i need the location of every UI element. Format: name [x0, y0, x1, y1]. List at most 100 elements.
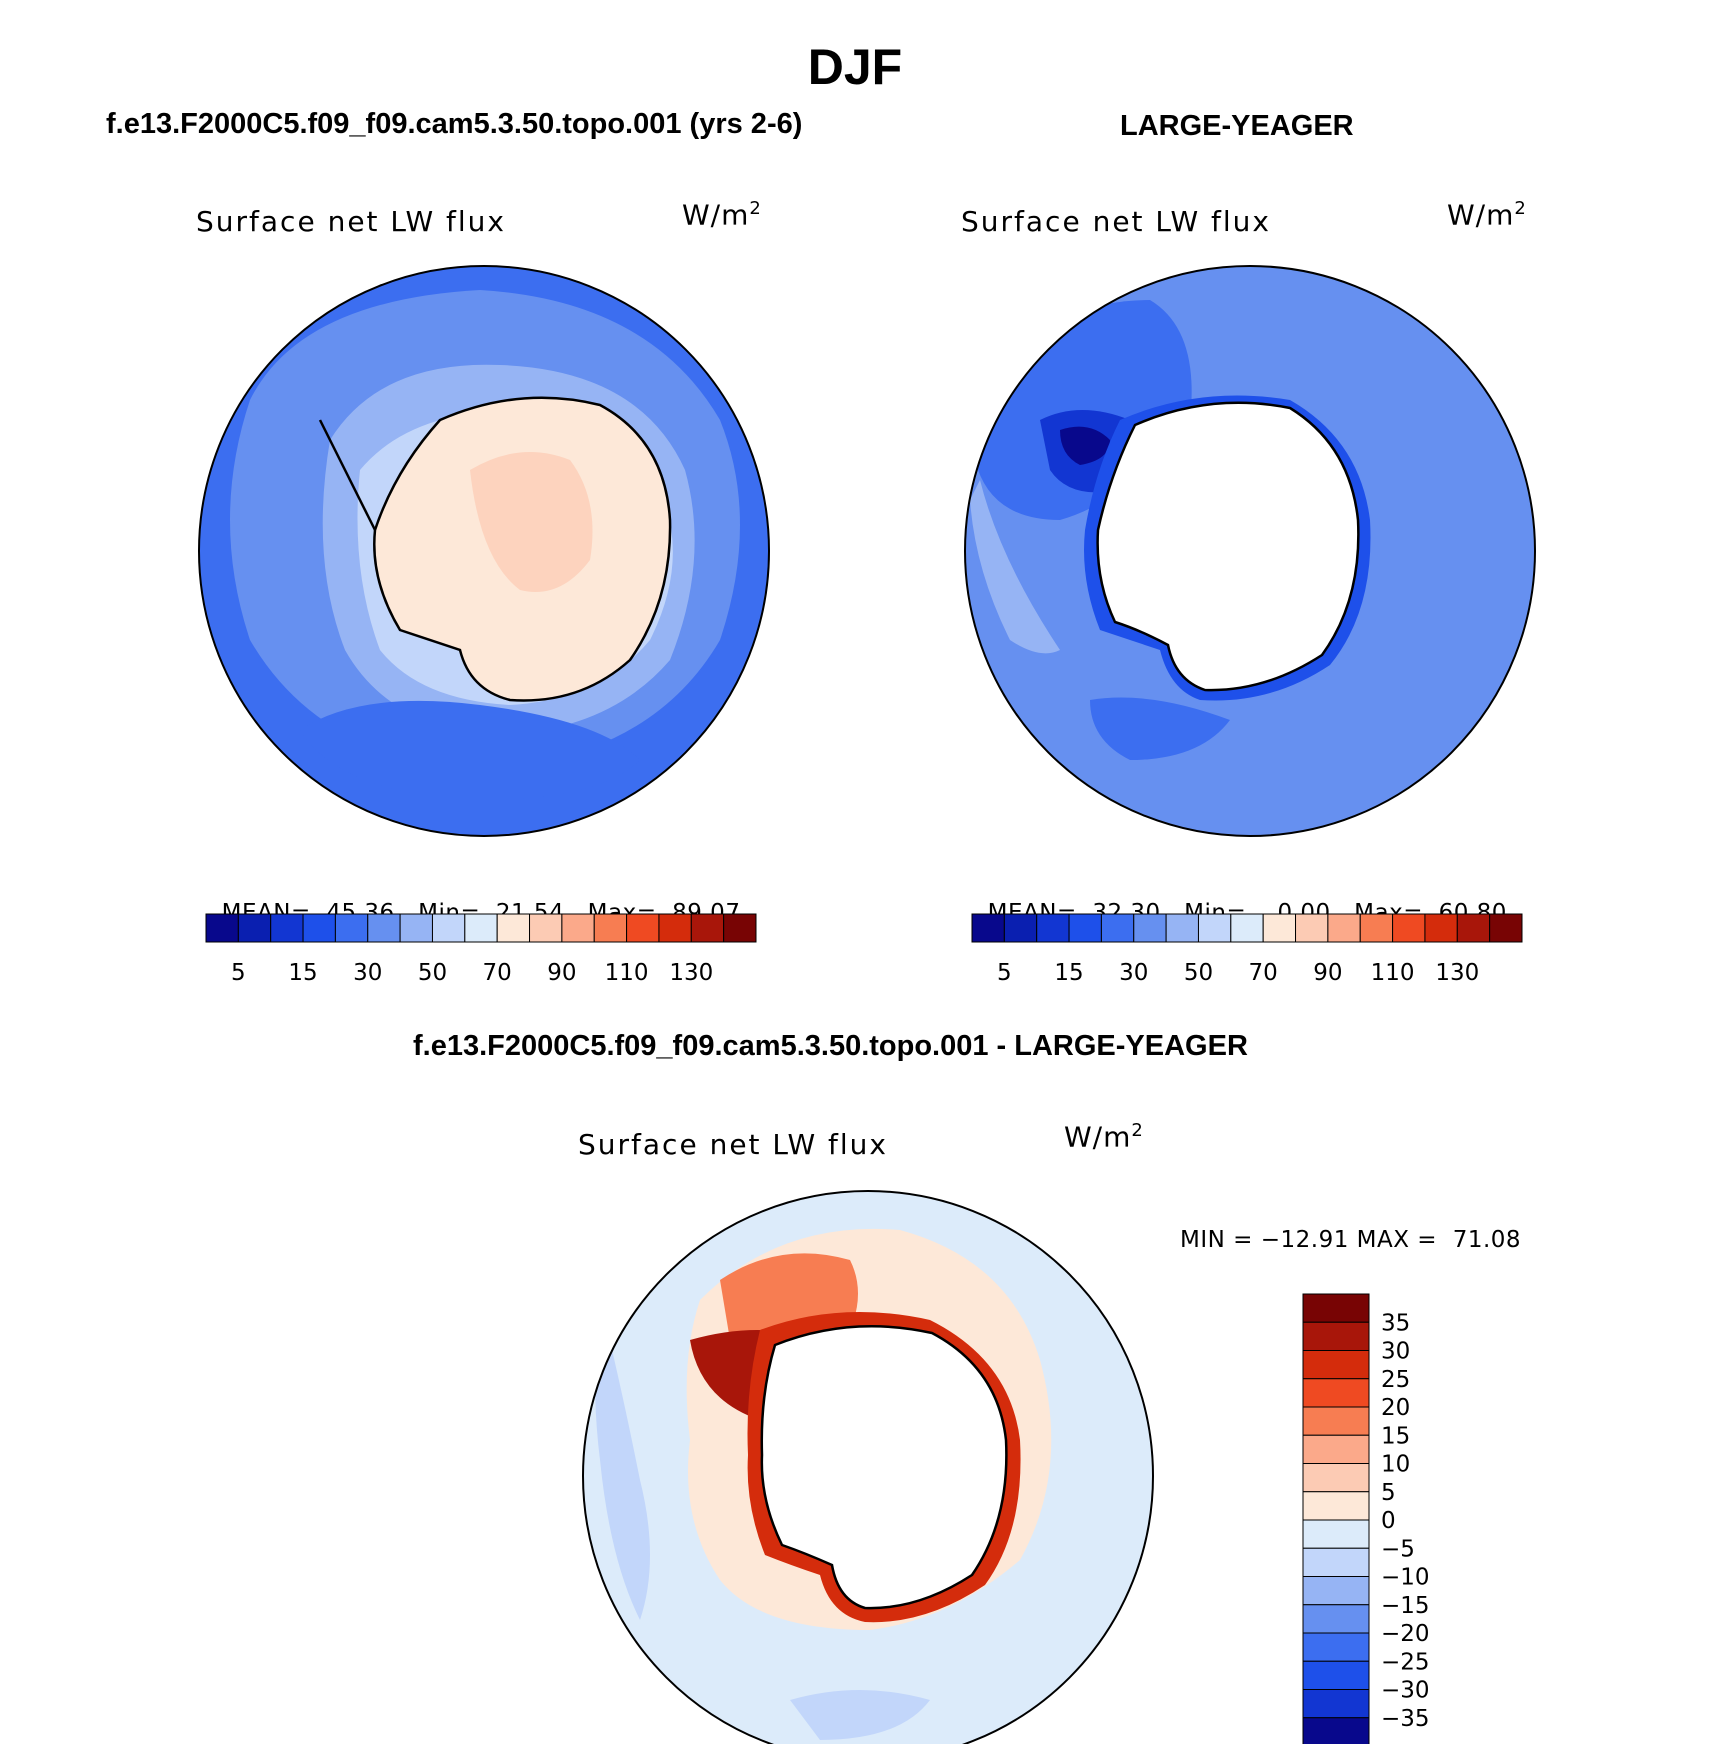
model-colorbar-box: [431, 913, 466, 943]
diff-colorbar-tick-label: −10: [1381, 1565, 1430, 1591]
model-colorbar-tick-label: 70: [483, 960, 512, 986]
diff-colorbar-tick-label: −25: [1381, 1649, 1430, 1675]
model-colorbar-tick-label: 130: [669, 960, 713, 986]
obs-colorbar-box: [1424, 913, 1458, 943]
obs-weddell-deep: [1060, 426, 1110, 465]
model-colorbar-box: [593, 913, 628, 943]
obs-map-border: [964, 265, 1536, 837]
model-colorbar-tick-label: 30: [353, 960, 382, 986]
diff-colorbar-tick-label: 15: [1381, 1423, 1410, 1449]
model-map-border: [198, 265, 770, 837]
diff-colorbar-tick-label: −20: [1381, 1621, 1430, 1647]
diff-continent-missing: [761, 1326, 1007, 1609]
model-map: [199, 266, 769, 836]
diff-variable-title: Surface net LW flux: [578, 1128, 888, 1161]
model-colorbar-box: [367, 913, 401, 943]
obs-colorbar-box: [1230, 913, 1264, 943]
model-colorbar-box: [237, 913, 272, 943]
diff-colorbar-box: [1302, 1689, 1370, 1719]
diff-colorbar-tick-label: 20: [1381, 1395, 1410, 1421]
diff-colorbar-box: [1302, 1604, 1370, 1634]
model-colorbar-box: [464, 913, 498, 943]
model-colorbar-box: [302, 913, 336, 943]
obs-colorbar-box: [1036, 913, 1070, 943]
diff-colorbar-box: [1302, 1660, 1370, 1690]
obs-colorbar-box: [971, 913, 1005, 943]
model-colorbar-box: [270, 913, 304, 943]
obs-colorbar-tick-label: 5: [997, 960, 1012, 986]
diff-colorbar-box: [1302, 1519, 1370, 1549]
obs-colorbar-box: [1295, 913, 1329, 943]
model-colorbar-box: [529, 913, 563, 943]
model-continent-patch: [470, 452, 593, 592]
obs-west-band: [970, 480, 1060, 654]
obs-map: [965, 266, 1535, 836]
obs-ross-band: [1090, 697, 1230, 760]
diff-minmax: MIN = −12.91 MAX = 71.08: [1180, 1227, 1522, 1253]
model-colorbar-box: [399, 913, 433, 943]
model-ocean-patch: [300, 700, 640, 800]
model-colorbar-box: [334, 913, 369, 943]
diff-colorbar-box: [1302, 1491, 1370, 1521]
figure-title: DJF: [807, 39, 903, 95]
model-peninsula-coast: [318, 419, 377, 531]
obs-variable-title: Surface net LW flux: [961, 205, 1271, 238]
obs-colorbar-box: [1262, 913, 1297, 943]
model-coastline: [373, 396, 672, 702]
obs-colorbar-tick-label: 15: [1054, 960, 1083, 986]
obs-colorbar-box: [1392, 913, 1426, 943]
model-colorbar-box: [496, 913, 531, 943]
diff-colorbar-box: [1302, 1434, 1370, 1464]
obs-colorbar-tick-label: 50: [1184, 960, 1213, 986]
diff-units: W/m2: [1064, 1120, 1144, 1154]
diff-colorbar-box: [1302, 1321, 1370, 1351]
obs-colorbar-box: [1197, 913, 1232, 943]
diff-colorbar-box: [1302, 1406, 1370, 1436]
diff-colorbar-tick-label: −35: [1381, 1706, 1430, 1732]
diff-colorbar-tick-label: 30: [1381, 1339, 1410, 1365]
diff-coastline: [760, 1325, 1008, 1610]
diff-colorbar-tick-label: 0: [1381, 1508, 1396, 1534]
obs-colorbar-box: [1489, 913, 1523, 943]
model-units: W/m2: [682, 198, 762, 232]
obs-colorbar-box: [1327, 913, 1361, 943]
model-colorbar-box: [205, 913, 239, 943]
diff-case-title: f.e13.F2000C5.f09_f09.cam5.3.50.topo.001…: [413, 1030, 1248, 1062]
model-colorbar-tick-label: 90: [547, 960, 576, 986]
model-colorbar-tick-label: 15: [288, 960, 317, 986]
diff-colorbar-box: [1302, 1576, 1370, 1606]
model-colorbar-box: [690, 913, 725, 943]
diff-colorbar-box: [1302, 1463, 1370, 1493]
obs-colorbar: 5 15 30 50 70 90 110 130: [971, 913, 1523, 986]
diff-colorbar-tick-label: −30: [1381, 1678, 1430, 1704]
obs-colorbar-box: [1068, 913, 1102, 943]
obs-units: W/m2: [1447, 198, 1527, 232]
right-case-title: LARGE-YEAGER: [1120, 110, 1354, 142]
diff-colorbar-box: [1302, 1717, 1370, 1744]
left-case-title: f.e13.F2000C5.f09_f09.cam5.3.50.topo.001…: [106, 108, 803, 140]
diff-colorbar-tick-label: −5: [1381, 1536, 1415, 1562]
obs-colorbar-box: [1456, 913, 1491, 943]
diff-colorbar-box: [1302, 1293, 1370, 1323]
model-colorbar-box: [626, 913, 660, 943]
obs-colorbar-tick-label: 130: [1435, 960, 1479, 986]
obs-colorbar-tick-label: 110: [1371, 960, 1415, 986]
model-colorbar-tick-label: 110: [605, 960, 649, 986]
model-variable-title: Surface net LW flux: [196, 205, 506, 238]
obs-colorbar-box: [1133, 913, 1167, 943]
obs-colorbar-box: [1100, 913, 1135, 943]
diff-map: [583, 1191, 1153, 1744]
model-colorbar-tick-label: 5: [231, 960, 246, 986]
model-colorbar-box: [561, 913, 595, 943]
obs-colorbar-tick-label: 70: [1249, 960, 1278, 986]
diff-colorbar-tick-label: 35: [1381, 1310, 1410, 1336]
diff-colorbar-box: [1302, 1632, 1370, 1662]
diff-south-patch: [790, 1690, 930, 1740]
diff-colorbar-tick-label: 10: [1381, 1452, 1410, 1478]
diff-west-patch: [595, 1300, 650, 1620]
model-colorbar-box: [658, 913, 692, 943]
obs-colorbar-box: [1003, 913, 1038, 943]
model-colorbar-tick-label: 50: [418, 960, 447, 986]
obs-continent-missing: [1097, 402, 1359, 691]
